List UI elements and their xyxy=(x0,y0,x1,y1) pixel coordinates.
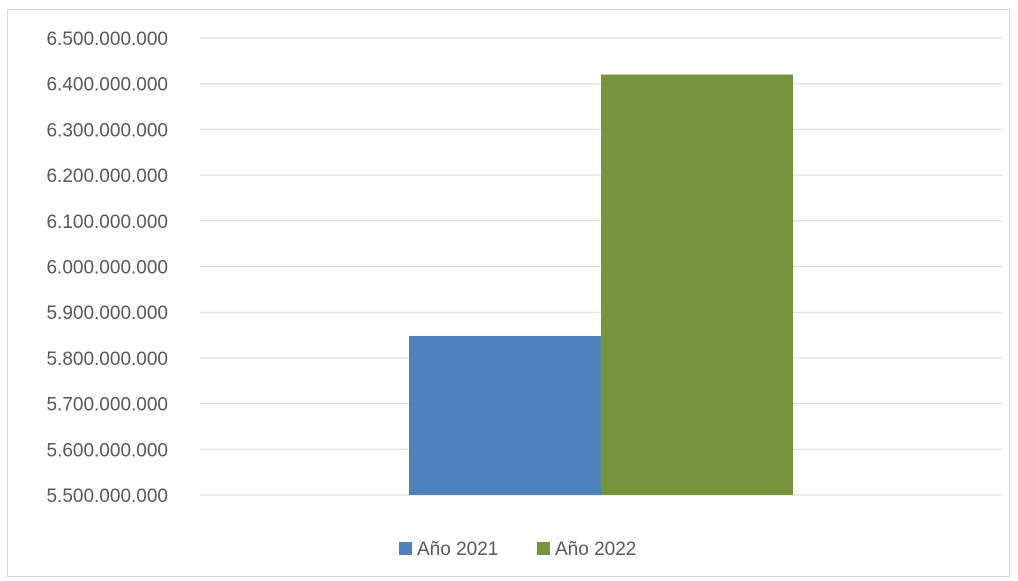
y-tick-label: 6.200.000.000 xyxy=(46,166,168,187)
y-tick-label: 6.400.000.000 xyxy=(46,75,168,96)
y-tick-label: 6.000.000.000 xyxy=(46,258,168,279)
bar-ano-2022 xyxy=(601,74,793,495)
y-tick-label: 5.500.000.000 xyxy=(46,486,168,507)
y-tick-label: 6.100.000.000 xyxy=(46,212,168,233)
y-tick-label: 5.600.000.000 xyxy=(46,440,168,461)
legend-label: Año 2022 xyxy=(555,539,636,560)
y-tick-label: 5.700.000.000 xyxy=(46,395,168,416)
bar-ano-2021 xyxy=(409,335,601,495)
legend: Año 2021 Año 2022 xyxy=(399,539,636,560)
legend-swatch xyxy=(399,542,412,555)
y-tick-label: 6.300.000.000 xyxy=(46,120,168,141)
y-tick-label: 6.500.000.000 xyxy=(46,29,168,50)
legend-swatch xyxy=(537,542,550,555)
y-tick-label: 5.900.000.000 xyxy=(46,303,168,324)
legend-label: Año 2021 xyxy=(417,539,498,560)
bars xyxy=(409,74,793,495)
y-tick-label: 5.800.000.000 xyxy=(46,349,168,370)
y-axis-tick-labels: 5.500.000.000 5.600.000.000 5.700.000.000 5… xyxy=(46,29,168,507)
